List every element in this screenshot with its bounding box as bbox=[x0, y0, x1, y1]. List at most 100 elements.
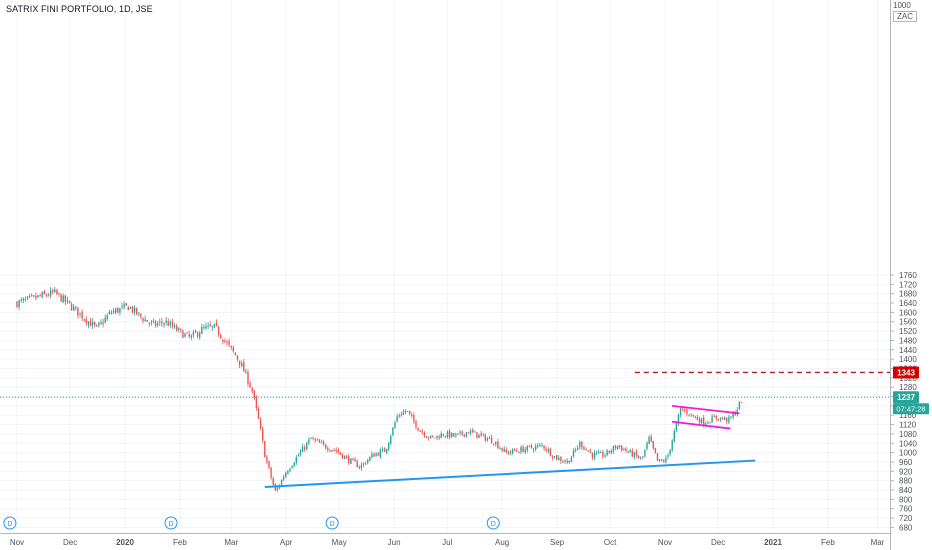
candle-body bbox=[478, 434, 480, 439]
candle-body bbox=[642, 456, 644, 458]
candle-body bbox=[621, 446, 623, 451]
candle-body bbox=[301, 446, 304, 453]
candle-body bbox=[96, 325, 98, 327]
candle-body bbox=[646, 442, 648, 449]
candle-body bbox=[566, 460, 568, 463]
candle-body bbox=[537, 445, 539, 447]
candle-body bbox=[148, 323, 150, 325]
candle-body bbox=[39, 295, 41, 297]
candle-body bbox=[94, 322, 96, 325]
candle-body bbox=[322, 441, 325, 445]
y-tick-label: 1680 bbox=[899, 290, 917, 299]
candle-body bbox=[402, 411, 405, 415]
candle-body bbox=[713, 416, 715, 418]
candle-body bbox=[167, 321, 169, 327]
candle-body bbox=[482, 434, 484, 436]
candle-body bbox=[243, 362, 245, 372]
candle-body bbox=[24, 299, 27, 301]
candle-body bbox=[287, 471, 289, 474]
candle-body bbox=[343, 455, 346, 459]
y-tick-label: 960 bbox=[899, 458, 913, 467]
candle-body bbox=[266, 456, 268, 462]
candle-body bbox=[364, 463, 367, 465]
dividend-marker[interactable] bbox=[3, 516, 17, 530]
candle-body bbox=[558, 457, 560, 461]
y-tick-label: 680 bbox=[899, 523, 913, 532]
candle-body bbox=[358, 467, 360, 469]
candle-body bbox=[362, 463, 365, 465]
candle-body bbox=[89, 320, 92, 327]
candle-body bbox=[514, 449, 516, 451]
candle-body bbox=[530, 445, 533, 449]
candle-body bbox=[312, 438, 314, 440]
candle-body bbox=[560, 457, 562, 462]
dividend-marker[interactable] bbox=[164, 516, 178, 530]
candle-body bbox=[564, 460, 566, 462]
candle-body bbox=[503, 448, 505, 452]
candle-body bbox=[228, 341, 230, 345]
x-tick-label: Nov bbox=[10, 538, 24, 547]
dividend-marker[interactable] bbox=[486, 516, 500, 530]
candle-body bbox=[442, 434, 444, 436]
candle-body bbox=[385, 448, 388, 453]
candle-body bbox=[398, 415, 400, 417]
candle-body bbox=[217, 327, 220, 335]
price-scale-corner[interactable]: 1000 ZAC bbox=[893, 1, 917, 22]
candle-body bbox=[383, 448, 386, 452]
candle-body bbox=[404, 411, 407, 413]
candle-body bbox=[310, 438, 312, 440]
candle-body bbox=[656, 453, 659, 461]
candle-body bbox=[598, 451, 600, 454]
candle-body bbox=[547, 449, 549, 452]
candle-body bbox=[612, 446, 615, 452]
candle-body bbox=[60, 294, 62, 302]
candle-body bbox=[81, 311, 83, 319]
candle-body bbox=[152, 320, 155, 322]
x-tick-label: Feb bbox=[821, 538, 835, 547]
candle-body bbox=[507, 451, 510, 454]
candle-body bbox=[62, 295, 64, 303]
candle-body bbox=[154, 321, 157, 326]
y-tick-label: 1040 bbox=[899, 439, 917, 448]
candle-body bbox=[610, 450, 612, 453]
candle-body bbox=[272, 478, 274, 485]
candle-body bbox=[572, 450, 575, 457]
candle-body bbox=[627, 451, 629, 453]
candle-body bbox=[85, 318, 87, 324]
candle-body bbox=[175, 326, 178, 331]
candle-body bbox=[346, 456, 348, 458]
y-tick-label: 920 bbox=[899, 467, 913, 476]
candle-body bbox=[724, 417, 726, 420]
candle-body bbox=[236, 355, 239, 360]
dividend-marker-label: D bbox=[330, 521, 335, 528]
candle-body bbox=[663, 460, 665, 462]
x-tick-label: Jun bbox=[388, 538, 401, 547]
candle-body bbox=[112, 310, 115, 313]
candle-body bbox=[68, 300, 71, 303]
x-tick-label: Sep bbox=[550, 538, 565, 547]
candle-body bbox=[150, 321, 153, 323]
candle-body bbox=[511, 448, 514, 454]
candle-body bbox=[411, 414, 413, 416]
candle-body bbox=[459, 431, 461, 433]
candle-body bbox=[102, 322, 104, 324]
candle-body bbox=[644, 449, 646, 457]
dividend-marker[interactable] bbox=[325, 516, 339, 530]
candle-body bbox=[159, 321, 161, 323]
candle-body bbox=[505, 449, 507, 452]
candle-body bbox=[325, 444, 327, 449]
candle-body bbox=[726, 417, 728, 422]
target-level-label: 1343 bbox=[897, 368, 915, 377]
candle-body bbox=[213, 323, 216, 328]
x-tick-label: May bbox=[332, 538, 347, 547]
candle-body bbox=[495, 442, 497, 445]
candle-body bbox=[427, 436, 430, 438]
candle-body bbox=[367, 460, 369, 463]
candle-body bbox=[415, 420, 417, 428]
candle-body bbox=[203, 327, 205, 329]
candle-body bbox=[119, 308, 121, 313]
candle-body bbox=[684, 409, 686, 411]
candle-body bbox=[182, 330, 184, 338]
candle-body bbox=[497, 441, 499, 449]
